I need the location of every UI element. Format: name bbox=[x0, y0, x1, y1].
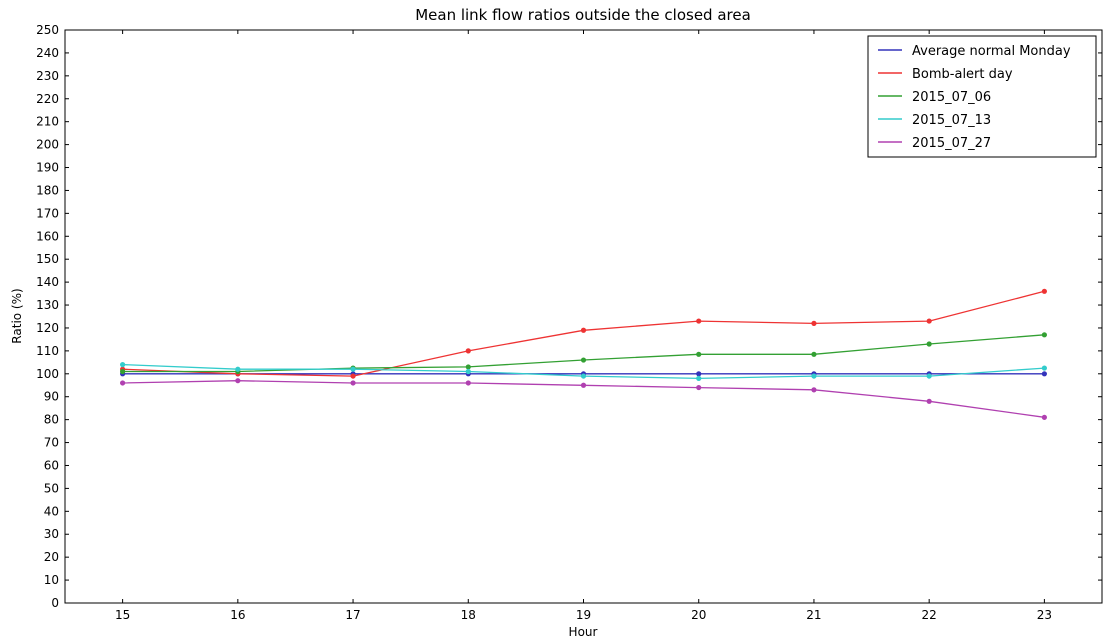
y-tick-label: 10 bbox=[44, 573, 59, 587]
data-point bbox=[465, 348, 471, 354]
y-tick-label: 80 bbox=[44, 413, 59, 427]
legend-item: Bomb-alert day bbox=[878, 67, 1013, 82]
legend-label: 2015_07_27 bbox=[912, 136, 991, 151]
y-tick-label: 170 bbox=[36, 206, 59, 220]
data-point bbox=[1041, 332, 1047, 338]
data-point bbox=[926, 373, 932, 379]
y-tick-label: 120 bbox=[36, 321, 59, 335]
y-tick-label: 190 bbox=[36, 161, 59, 175]
x-tick-label: 22 bbox=[922, 608, 937, 622]
y-tick-label: 140 bbox=[36, 275, 59, 289]
x-tick-label: 15 bbox=[115, 608, 130, 622]
y-tick-label: 200 bbox=[36, 138, 59, 152]
data-point bbox=[926, 341, 932, 347]
data-point bbox=[696, 375, 702, 381]
data-point bbox=[1041, 414, 1047, 420]
series-group bbox=[120, 288, 1047, 420]
data-point bbox=[811, 387, 817, 393]
data-point bbox=[1041, 288, 1047, 294]
x-tick-label: 18 bbox=[461, 608, 476, 622]
data-point bbox=[1041, 371, 1047, 377]
data-point bbox=[811, 320, 817, 326]
legend-item: Average normal Monday bbox=[878, 44, 1071, 59]
data-point bbox=[696, 318, 702, 324]
x-tick-label: 19 bbox=[576, 608, 591, 622]
y-tick-label: 160 bbox=[36, 229, 59, 243]
data-point bbox=[580, 327, 587, 333]
x-tick-label: 16 bbox=[230, 608, 245, 622]
data-point bbox=[926, 318, 932, 324]
data-point bbox=[580, 357, 587, 363]
data-point bbox=[1041, 365, 1047, 371]
y-tick-label: 100 bbox=[36, 367, 59, 381]
data-point bbox=[120, 380, 126, 386]
y-tick-label: 230 bbox=[36, 69, 59, 83]
series-3 bbox=[120, 332, 1047, 375]
x-tick-label: 20 bbox=[691, 608, 706, 622]
x-tick-label: 21 bbox=[806, 608, 821, 622]
data-point bbox=[350, 373, 356, 379]
y-tick-label: 110 bbox=[36, 344, 59, 358]
y-tick-label: 70 bbox=[44, 436, 59, 450]
series-5 bbox=[120, 378, 1047, 420]
y-tick-label: 130 bbox=[36, 298, 59, 312]
y-tick-label: 90 bbox=[44, 390, 59, 404]
legend-item: 2015_07_27 bbox=[878, 136, 991, 151]
series-2 bbox=[120, 288, 1047, 379]
chart-title: Mean link flow ratios outside the closed… bbox=[415, 6, 751, 24]
y-tick-label: 240 bbox=[36, 46, 59, 60]
series-4 bbox=[120, 362, 1047, 381]
y-tick-label: 60 bbox=[44, 458, 59, 472]
data-point bbox=[235, 366, 241, 372]
legend-label: Bomb-alert day bbox=[912, 67, 1013, 82]
y-tick-label: 30 bbox=[44, 527, 59, 541]
legend-box bbox=[867, 35, 1097, 158]
data-point bbox=[120, 362, 126, 368]
data-point bbox=[350, 366, 356, 372]
data-point bbox=[465, 364, 471, 370]
y-axis: 0 10 20 30 40 50 60 70 80 90 100 110 120 130 140 150 160… bbox=[36, 23, 1102, 610]
y-tick-label: 250 bbox=[36, 23, 59, 37]
data-point bbox=[926, 398, 932, 404]
x-axis: 15 16 17 18 19 20 21 22 23 bbox=[115, 30, 1052, 622]
data-point bbox=[120, 368, 126, 375]
data-point bbox=[465, 368, 471, 375]
y-tick-label: 180 bbox=[36, 183, 59, 197]
legend-label: 2015_07_06 bbox=[912, 90, 991, 105]
data-point bbox=[696, 351, 702, 357]
y-tick-label: 20 bbox=[44, 550, 59, 564]
legend-label: 2015_07_13 bbox=[912, 113, 991, 128]
data-point bbox=[580, 382, 587, 388]
legend: Average normal Monday Bomb-alert day 2015_… bbox=[867, 35, 1097, 158]
data-point bbox=[580, 373, 587, 379]
y-axis-label: Ratio (%) bbox=[10, 288, 24, 343]
series-line bbox=[122, 290, 1045, 377]
data-point bbox=[696, 371, 702, 377]
data-point bbox=[811, 351, 817, 357]
series-line bbox=[122, 334, 1045, 373]
data-point bbox=[350, 380, 356, 386]
legend-label: Average normal Monday bbox=[912, 44, 1071, 59]
y-tick-label: 0 bbox=[51, 596, 59, 610]
data-point bbox=[465, 380, 471, 386]
legend-item: 2015_07_13 bbox=[878, 113, 991, 128]
y-tick-label: 150 bbox=[36, 252, 59, 266]
x-axis-label: Hour bbox=[569, 625, 598, 639]
data-point bbox=[811, 373, 817, 379]
y-tick-label: 50 bbox=[44, 481, 59, 495]
data-point bbox=[696, 384, 702, 391]
legend-item: 2015_07_06 bbox=[878, 90, 991, 105]
data-point bbox=[235, 378, 241, 384]
y-tick-label: 220 bbox=[36, 92, 59, 106]
x-tick-label: 17 bbox=[345, 608, 360, 622]
y-tick-label: 40 bbox=[44, 504, 59, 518]
y-tick-label: 210 bbox=[36, 115, 59, 129]
x-tick-label: 23 bbox=[1037, 608, 1052, 622]
